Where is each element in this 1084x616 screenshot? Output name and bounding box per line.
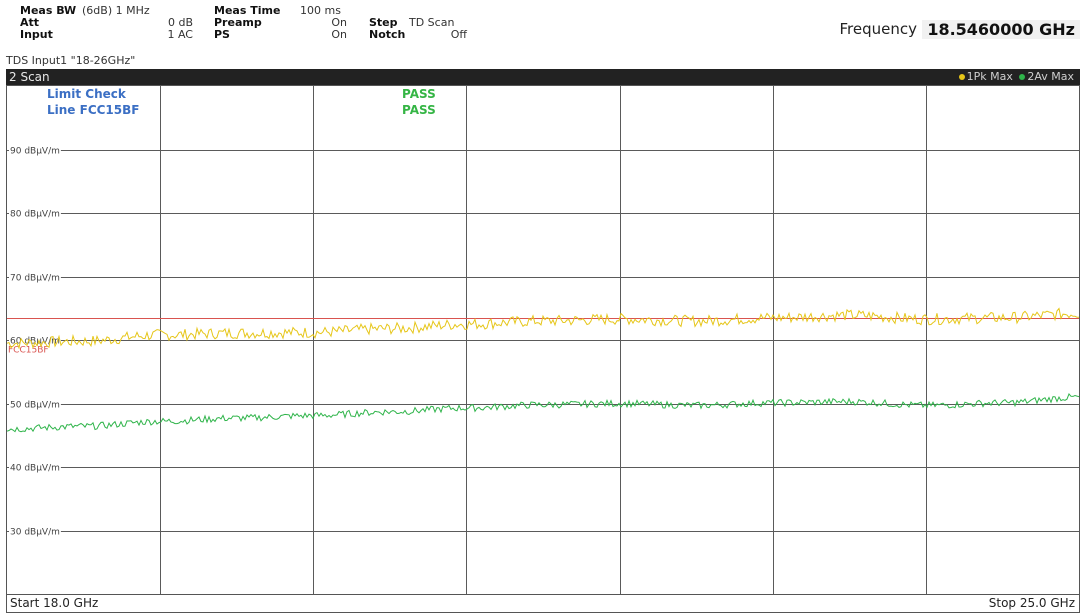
notch-value: Off — [450, 28, 467, 41]
stop-frequency-label: Stop 25.0 GHz — [988, 596, 1075, 610]
preamp-label: Preamp — [214, 16, 262, 29]
input-value: 1 AC — [167, 28, 193, 41]
limit-line-label: FCC15BF — [8, 346, 49, 356]
meas-bw-label: Meas BW — [20, 4, 77, 17]
meas-time-label: Meas Time — [214, 4, 281, 17]
tds-input-label: TDS Input1 "18-26GHz" — [6, 54, 136, 67]
y-tick-label: 70 dBµV/m — [10, 274, 60, 284]
y-tick-label-bg — [9, 463, 61, 474]
y-tick-label-bg — [9, 336, 61, 347]
frequency-span-bar: Start 18.0 GHz Stop 25.0 GHz — [6, 595, 1080, 613]
scan-window-title: 2 Scan — [9, 70, 50, 84]
start-frequency-label: Start 18.0 GHz — [10, 596, 99, 610]
ps-value: On — [331, 28, 347, 41]
y-tick-label: 90 dBµV/m — [10, 147, 60, 157]
limit-check-label: Limit Check — [47, 87, 126, 101]
meas-time-value: 100 ms — [300, 4, 341, 17]
limit-line-result: PASS — [402, 103, 436, 117]
scan-window-bar[interactable]: 2 Scan 1Pk Max 2Av Max — [6, 69, 1080, 85]
y-tick-label: 80 dBµV/m — [10, 210, 60, 220]
y-tick-label-bg — [9, 146, 61, 157]
notch-label: Notch — [369, 28, 406, 41]
preamp-value: On — [331, 16, 347, 29]
y-tick-label: 60 dBµV/m — [10, 337, 60, 347]
trace-legend: 1Pk Max 2Av Max — [956, 69, 1074, 85]
scan-plot[interactable]: 90 dBµV/m 80 dBµV/m 70 dBµV/m 60 dBµV/m 50 d… — [6, 85, 1080, 595]
peak-trace-line — [7, 307, 1079, 350]
y-tick-label-bg — [9, 527, 61, 538]
att-value: 0 dB — [167, 16, 193, 29]
y-tick-label-bg — [9, 273, 61, 284]
legend-average-label: 2Av Max — [1027, 70, 1074, 83]
input-label: Input — [20, 28, 53, 41]
frequency-value[interactable]: 18.5460000 GHz — [922, 20, 1080, 39]
peak-trace-dot-icon — [958, 73, 965, 80]
scan-chart: 90 dBµV/m 80 dBµV/m 70 dBµV/m 60 dBµV/m 50 d… — [7, 86, 1079, 594]
average-trace-dot-icon — [1019, 73, 1026, 80]
meas-bw-value: (6dB) 1 MHz — [82, 4, 150, 17]
step-value: TD Scan — [409, 16, 455, 29]
legend-peak-label: 1Pk Max — [966, 70, 1013, 83]
ps-label: PS — [214, 28, 230, 41]
y-tick-label: 30 dBµV/m — [10, 528, 60, 538]
y-tick-label-bg — [9, 400, 61, 411]
y-tick-label: 50 dBµV/m — [10, 401, 60, 411]
limit-check-result: PASS — [402, 87, 436, 101]
step-label: Step — [369, 16, 398, 29]
frequency-label: Frequency — [839, 20, 918, 38]
average-trace-line — [7, 393, 1079, 433]
y-tick-label-bg — [9, 209, 61, 220]
limit-line-label: Line FCC15BF — [47, 103, 140, 117]
y-tick-label: 40 dBµV/m — [10, 464, 60, 474]
att-label: Att — [20, 16, 40, 29]
